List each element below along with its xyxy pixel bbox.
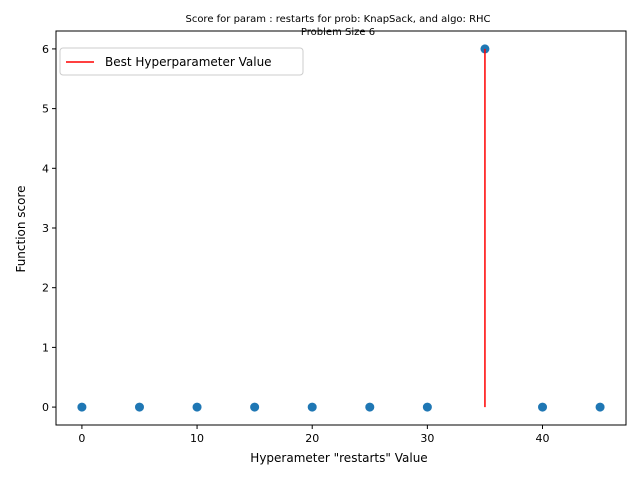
scatter-point (250, 402, 260, 412)
x-tick-label: 10 (190, 432, 204, 445)
y-tick-label: 0 (42, 401, 49, 414)
x-tick-label: 30 (420, 432, 434, 445)
x-tick-label: 40 (536, 432, 550, 445)
legend-box (59, 47, 304, 76)
y-axis-ticks: 0 1 2 3 4 5 6 (42, 43, 56, 414)
x-axis-label: Hyperameter "restarts" Value (250, 451, 427, 465)
y-tick-label: 6 (42, 43, 49, 56)
y-tick-label: 5 (42, 103, 49, 116)
chart-title: Score for param : restarts for prob: Kna… (185, 14, 490, 25)
y-tick-label: 4 (42, 162, 49, 175)
scatter-point (77, 402, 87, 412)
y-tick-label: 2 (42, 282, 49, 295)
scatter-point (134, 402, 144, 412)
scatter-point (422, 402, 432, 412)
y-tick-label: 1 (42, 341, 49, 354)
scatter-point (595, 402, 605, 412)
y-axis-label: Function score (14, 185, 28, 272)
scatter-point (307, 402, 317, 412)
scatter-point (538, 402, 548, 412)
y-tick-label: 3 (42, 222, 49, 235)
chart-subtitle: Problem Size 6 (301, 27, 375, 38)
legend: Best Hyperparameter Value (59, 47, 304, 76)
plot-marks (77, 44, 605, 412)
legend-label-best-hyperparameter: Best Hyperparameter Value (105, 55, 272, 69)
x-tick-label: 20 (305, 432, 319, 445)
x-tick-label: 0 (78, 432, 85, 445)
plot-frame (55, 30, 627, 426)
scatter-point (192, 402, 202, 412)
x-axis-ticks: 0 10 20 30 40 (78, 425, 550, 445)
scatter-point (365, 402, 375, 412)
